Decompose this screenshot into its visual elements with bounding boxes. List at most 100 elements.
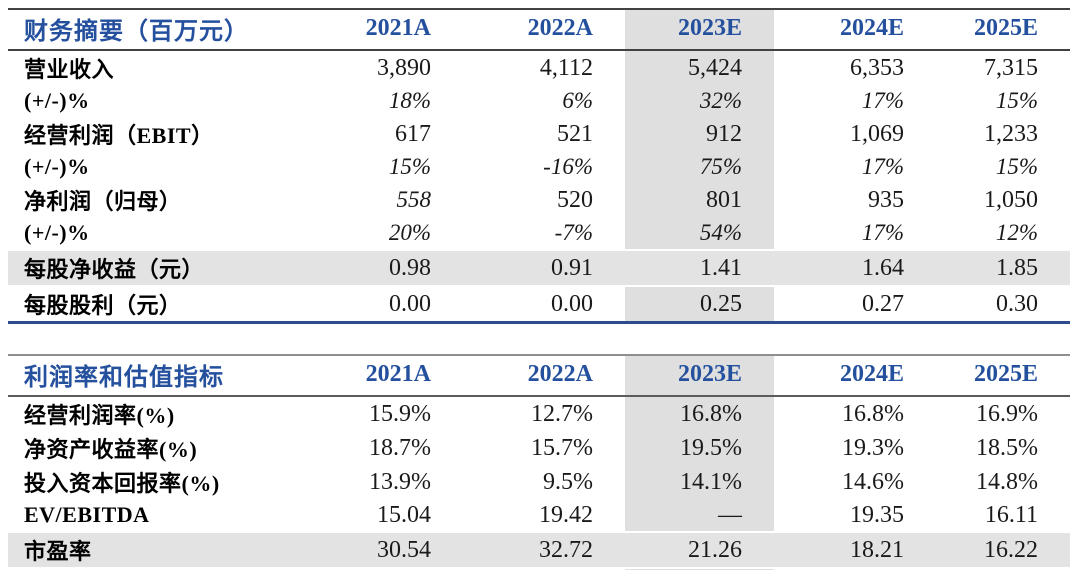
value-cell: 14.8%	[976, 468, 1038, 495]
table-row: 经营利润（EBIT） 617 521 912 1,069 1,233	[8, 117, 1070, 151]
row-label: 营业收入	[24, 57, 115, 82]
value-cell: 6%	[562, 88, 593, 113]
value-cell: 0.00	[551, 290, 593, 317]
value-cell: 0.27	[862, 290, 904, 317]
row-label: 每股股利（元）	[24, 293, 182, 318]
value-cell: 12.7%	[531, 400, 593, 427]
value-cell: 12%	[995, 220, 1038, 245]
value-cell: 1.85	[936, 249, 1070, 287]
value-cell: 0.25	[625, 286, 774, 323]
value-cell: 1.64	[774, 249, 936, 287]
value-cell: 19.42	[539, 501, 593, 528]
value-cell: -7%	[554, 220, 593, 245]
table-row: 每股股利（元） 0.00 0.00 0.25 0.27 0.30	[8, 286, 1070, 323]
value-cell: 18.7%	[369, 434, 431, 461]
table-row: 市盈率 30.54 32.72 21.26 18.21 16.22	[8, 531, 1070, 569]
value-cell: 5,424	[625, 50, 774, 85]
row-label: 经营利润率(%)	[24, 403, 175, 428]
row-label: 经营利润（EBIT）	[24, 123, 214, 148]
table-title: 利润率和估值指标	[24, 365, 224, 391]
value-cell: 6,353	[850, 54, 904, 81]
value-cell: 17%	[861, 220, 904, 245]
column-header-2025e: 2025E	[973, 361, 1038, 387]
value-cell: 15.7%	[531, 434, 593, 461]
value-cell: —	[625, 499, 774, 532]
row-label: (+/-)%	[24, 88, 90, 113]
value-cell: 0.98	[330, 249, 463, 287]
financial-summary-table: 财务摘要（百万元） 2021A 2022A 2023E 2024E 2025E …	[8, 8, 1070, 324]
column-header-2025e: 2025E	[973, 15, 1038, 41]
value-cell: 16.9%	[976, 400, 1038, 427]
table-row: 净资产收益率(%) 18.7% 15.7% 19.5% 19.3% 18.5%	[8, 431, 1070, 465]
column-header-2021a: 2021A	[365, 361, 431, 387]
row-label: (+/-)%	[24, 220, 90, 245]
column-header-2024e: 2024E	[839, 15, 904, 41]
value-cell: 19.5%	[625, 431, 774, 465]
value-cell: 1,050	[984, 186, 1038, 213]
header-row: 利润率和估值指标 2021A 2022A 2023E 2024E 2025E	[8, 355, 1070, 396]
value-cell: 16.11	[984, 501, 1038, 528]
value-cell: 18.5%	[976, 434, 1038, 461]
row-label: 净利润（归母）	[24, 189, 182, 214]
value-cell: 801	[625, 183, 774, 217]
table-row: 净利润（归母） 558 520 801 935 1,050	[8, 183, 1070, 217]
value-cell: 13.9%	[369, 468, 431, 495]
table-row: 每股净收益（元） 0.98 0.91 1.41 1.64 1.85	[8, 249, 1070, 287]
table-gap	[8, 324, 1072, 354]
value-cell: 75%	[625, 151, 774, 183]
value-cell: 14.6%	[842, 468, 904, 495]
valuation-metrics-header: 利润率和估值指标 2021A 2022A 2023E 2024E 2025E	[8, 355, 1070, 396]
table-row: (+/-)% 18% 6% 32% 17% 15%	[8, 85, 1070, 117]
value-cell: 16.8%	[625, 396, 774, 431]
column-header-2023e: 2023E	[625, 355, 774, 396]
table-row: 股息率 (%)0.0%0.0%0.8%0.9%1.0%	[8, 568, 1070, 570]
financial-summary-body: 营业收入 3,890 4,112 5,424 6,353 7,315 (+/-)% 18% 6%…	[8, 50, 1070, 323]
row-label: 投入资本回报率(%)	[24, 471, 220, 496]
value-cell: 558	[396, 187, 432, 212]
row-label: 市盈率	[8, 531, 330, 569]
value-cell: 0.8%	[625, 568, 774, 570]
value-cell: 0.30	[996, 290, 1038, 317]
valuation-metrics-body: 经营利润率(%) 15.9% 12.7% 16.8% 16.8% 16.9% 净资产收益率(…	[8, 396, 1070, 570]
value-cell: 18.21	[774, 531, 936, 569]
table-row: 投入资本回报率(%) 13.9% 9.5% 14.1% 14.6% 14.8%	[8, 465, 1070, 499]
value-cell: 19.3%	[842, 434, 904, 461]
value-cell: 520	[557, 186, 593, 213]
value-cell: 20%	[388, 220, 431, 245]
row-label: (+/-)%	[24, 154, 90, 179]
table-row: EV/EBITDA 15.04 19.42 — 19.35 16.11	[8, 499, 1070, 532]
column-header-2022a: 2022A	[527, 361, 593, 387]
value-cell: -16%	[543, 154, 593, 179]
value-cell: 17%	[861, 154, 904, 179]
value-cell: 1,069	[850, 120, 904, 147]
value-cell: 21.26	[625, 531, 774, 569]
value-cell: 32.72	[463, 531, 625, 569]
value-cell: 15.04	[377, 501, 431, 528]
value-cell: 3,890	[377, 54, 431, 81]
value-cell: 32%	[625, 85, 774, 117]
financial-summary-header: 财务摘要（百万元） 2021A 2022A 2023E 2024E 2025E	[8, 9, 1070, 50]
value-cell: 521	[557, 120, 593, 147]
value-cell: 0.00	[389, 290, 431, 317]
valuation-metrics-table: 利润率和估值指标 2021A 2022A 2023E 2024E 2025E 经…	[8, 354, 1070, 570]
value-cell: 17%	[861, 88, 904, 113]
row-label: 每股净收益（元）	[8, 249, 330, 287]
row-label: 净资产收益率(%)	[24, 437, 198, 462]
column-header-2023e: 2023E	[625, 9, 774, 50]
table-row: 经营利润率(%) 15.9% 12.7% 16.8% 16.8% 16.9%	[8, 396, 1070, 431]
row-label: EV/EBITDA	[24, 502, 150, 527]
table-row: (+/-)% 15% -16% 75% 17% 15%	[8, 151, 1070, 183]
header-row: 财务摘要（百万元） 2021A 2022A 2023E 2024E 2025E	[8, 9, 1070, 50]
value-cell: 15%	[388, 154, 431, 179]
table-row: 营业收入 3,890 4,112 5,424 6,353 7,315	[8, 50, 1070, 85]
value-cell: 1.41	[625, 249, 774, 287]
table-title: 财务摘要（百万元）	[24, 19, 249, 45]
value-cell: 15%	[995, 88, 1038, 113]
value-cell: 1,233	[984, 120, 1038, 147]
column-header-2024e: 2024E	[839, 361, 904, 387]
value-cell: 16.22	[936, 531, 1070, 569]
table-row: (+/-)% 20% -7% 54% 17% 12%	[8, 217, 1070, 250]
value-cell: 4,112	[539, 54, 593, 81]
column-header-2021a: 2021A	[365, 15, 431, 41]
value-cell: 617	[395, 120, 431, 147]
